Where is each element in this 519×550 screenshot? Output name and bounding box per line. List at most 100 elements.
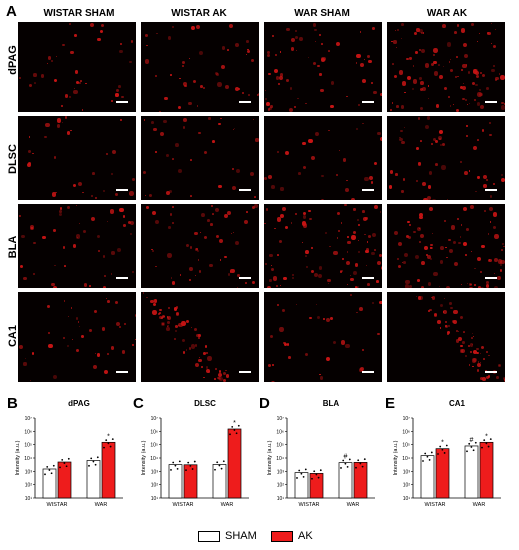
fluorescent-spot [251, 280, 255, 284]
fluorescent-spot [448, 96, 451, 99]
data-point [67, 457, 70, 460]
fluorescent-spot [151, 120, 155, 124]
fluorescent-spot [153, 302, 157, 306]
fluorescent-spot [337, 211, 341, 215]
fluorescent-spot [28, 136, 31, 138]
fluorescent-spot [401, 190, 404, 193]
micrograph-bla-3 [387, 204, 505, 288]
bar-wistar-ak [57, 461, 72, 499]
fluorescent-spot [163, 119, 167, 124]
fluorescent-spot [456, 329, 459, 332]
fluorescent-spot [57, 118, 62, 123]
fluorescent-spot [72, 183, 76, 188]
fluorescent-spot [290, 47, 295, 51]
fluorescent-spot [456, 56, 459, 58]
fluorescent-spot [290, 87, 293, 90]
fluorescent-spot [64, 116, 68, 119]
data-point [105, 439, 108, 442]
fluorescent-spot [497, 364, 501, 368]
fluorescent-spot [432, 137, 437, 141]
fluorescent-spot [492, 212, 497, 217]
fluorescent-spot [131, 177, 135, 181]
fluorescent-spot [157, 313, 160, 316]
y-tick-label: 10⁵ [24, 443, 32, 449]
fluorescent-spot [489, 221, 492, 224]
fluorescent-spot [408, 235, 412, 239]
fluorescent-spot [51, 59, 54, 62]
fluorescent-spot [477, 369, 480, 372]
fluorescent-spot [379, 92, 382, 97]
fluorescent-spot [24, 358, 27, 360]
fluorescent-spot [76, 204, 78, 207]
data-point [342, 459, 345, 462]
fluorescent-spot [332, 341, 336, 345]
fluorescent-spot [99, 29, 103, 33]
y-tick-label: 10³ [25, 469, 33, 475]
fluorescent-spot [415, 179, 418, 183]
fluorescent-spot [235, 168, 241, 173]
fluorescent-spot [162, 315, 166, 319]
fluorescent-spot [279, 73, 284, 77]
fluorescent-spot [122, 224, 126, 227]
fluorescent-spot [307, 209, 311, 213]
fluorescent-spot [477, 92, 482, 97]
fluorescent-spot [490, 42, 493, 44]
data-point [44, 473, 46, 476]
fluorescent-spot [110, 100, 113, 103]
fluorescent-spot [274, 54, 277, 57]
fluorescent-spot [462, 206, 468, 211]
x-tick-label: WISTAR [47, 502, 68, 508]
fluorescent-spot [469, 283, 472, 286]
fluorescent-spot [482, 174, 488, 180]
fluorescent-spot [476, 362, 482, 368]
bar-wistar-sham [420, 455, 435, 499]
fluorescent-spot [403, 252, 408, 257]
fluorescent-spot [472, 344, 474, 346]
fluorescent-spot [32, 152, 35, 155]
fluorescent-spot [216, 235, 220, 238]
fluorescent-spot [449, 68, 454, 73]
fluorescent-spot [364, 176, 369, 182]
fluorescent-spot [430, 243, 433, 246]
fluorescent-spot [443, 219, 447, 223]
fluorescent-spot [250, 58, 254, 62]
bar-war-sham [86, 460, 101, 499]
fluorescent-spot [105, 297, 108, 300]
fluorescent-spot [364, 249, 369, 254]
data-point [174, 464, 177, 467]
data-point [311, 477, 313, 480]
data-point [103, 446, 105, 449]
fluorescent-spot [392, 102, 394, 104]
y-tick-label: 10⁶ [402, 429, 410, 435]
data-point [229, 433, 231, 436]
fluorescent-spot [431, 296, 433, 299]
data-point [359, 462, 362, 465]
fluorescent-spot [465, 64, 468, 66]
data-point [214, 468, 216, 471]
fluorescent-spot [132, 343, 134, 346]
fluorescent-spot [196, 248, 199, 251]
fluorescent-spot [310, 156, 315, 161]
fluorescent-spot [401, 140, 405, 144]
fluorescent-spot [151, 249, 153, 251]
fluorescent-spot [447, 198, 449, 200]
fluorescent-spot [439, 130, 444, 135]
fluorescent-spot [85, 82, 87, 85]
fluorescent-spot [129, 60, 132, 64]
data-point [298, 469, 301, 472]
fluorescent-spot [365, 217, 368, 220]
fluorescent-spot [417, 117, 421, 121]
fluorescent-spot [350, 294, 352, 296]
fluorescent-spot [230, 232, 233, 234]
fluorescent-spot [433, 71, 439, 76]
fluorescent-spot [119, 49, 123, 53]
fluorescent-spot [201, 213, 206, 218]
fluorescent-spot [503, 377, 505, 382]
fluorescent-spot [339, 269, 343, 273]
fluorescent-spot [46, 62, 48, 65]
fluorescent-spot [197, 259, 200, 261]
fluorescent-spot [48, 343, 53, 349]
scale-bar [362, 101, 374, 103]
fluorescent-spot [425, 253, 429, 257]
fluorescent-spot [355, 311, 358, 314]
